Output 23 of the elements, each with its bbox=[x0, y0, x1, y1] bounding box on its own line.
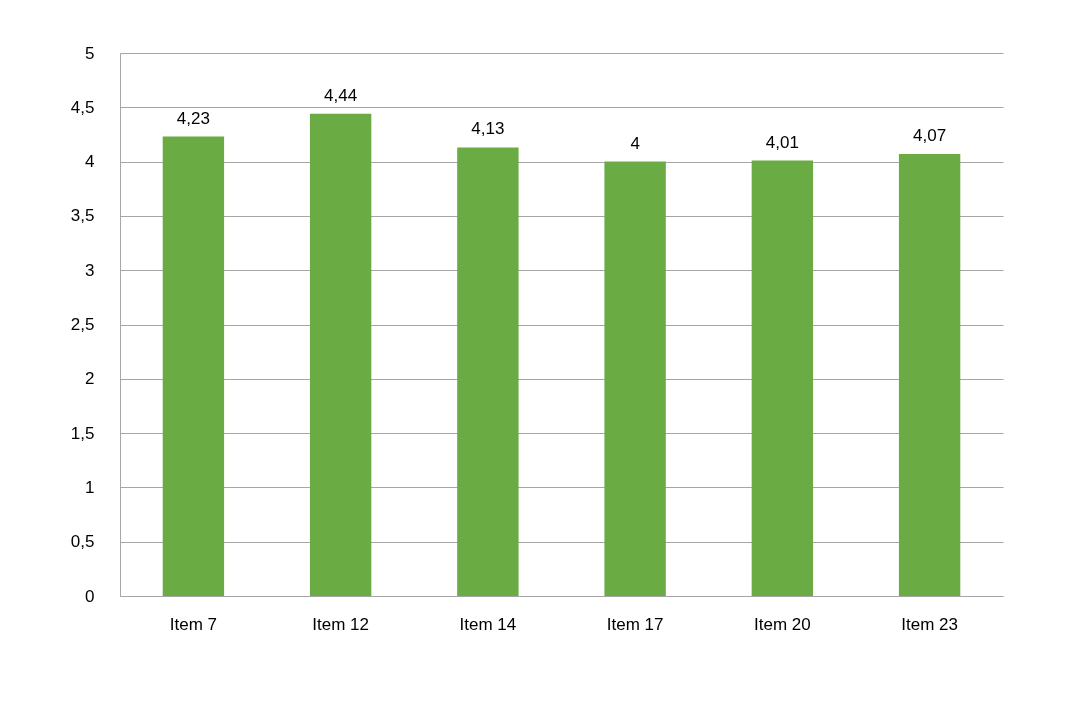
x-tick-label: Item 20 bbox=[754, 614, 811, 634]
x-tick-label: Item 23 bbox=[901, 614, 958, 634]
y-tick-label: 0,5 bbox=[70, 532, 95, 552]
data-label: 4,13 bbox=[471, 119, 505, 139]
data-label: 4,44 bbox=[324, 85, 358, 105]
y-tick-label: 5 bbox=[85, 43, 95, 63]
data-label: 4,01 bbox=[765, 132, 799, 152]
x-tick-label: Item 12 bbox=[312, 614, 369, 634]
y-tick-label: 4,5 bbox=[70, 97, 95, 117]
x-tick-label: Item 14 bbox=[459, 614, 517, 634]
x-tick-label: Item 7 bbox=[169, 614, 218, 634]
y-tick-label: 3,5 bbox=[70, 206, 95, 226]
data-label: 4 bbox=[630, 133, 640, 153]
y-tick-label: 0 bbox=[85, 586, 95, 606]
data-label: 4,07 bbox=[913, 126, 947, 145]
y-tick-label: 4 bbox=[85, 152, 95, 172]
y-tick-label: 1,5 bbox=[70, 423, 95, 443]
data-label: 4,23 bbox=[176, 108, 210, 128]
x-tick-label: Item 17 bbox=[606, 614, 664, 634]
y-tick-label: 1 bbox=[85, 477, 95, 497]
y-tick-label: 2 bbox=[85, 369, 95, 389]
y-tick-label: 3 bbox=[85, 260, 95, 280]
y-tick-label: 2,5 bbox=[70, 315, 95, 334]
